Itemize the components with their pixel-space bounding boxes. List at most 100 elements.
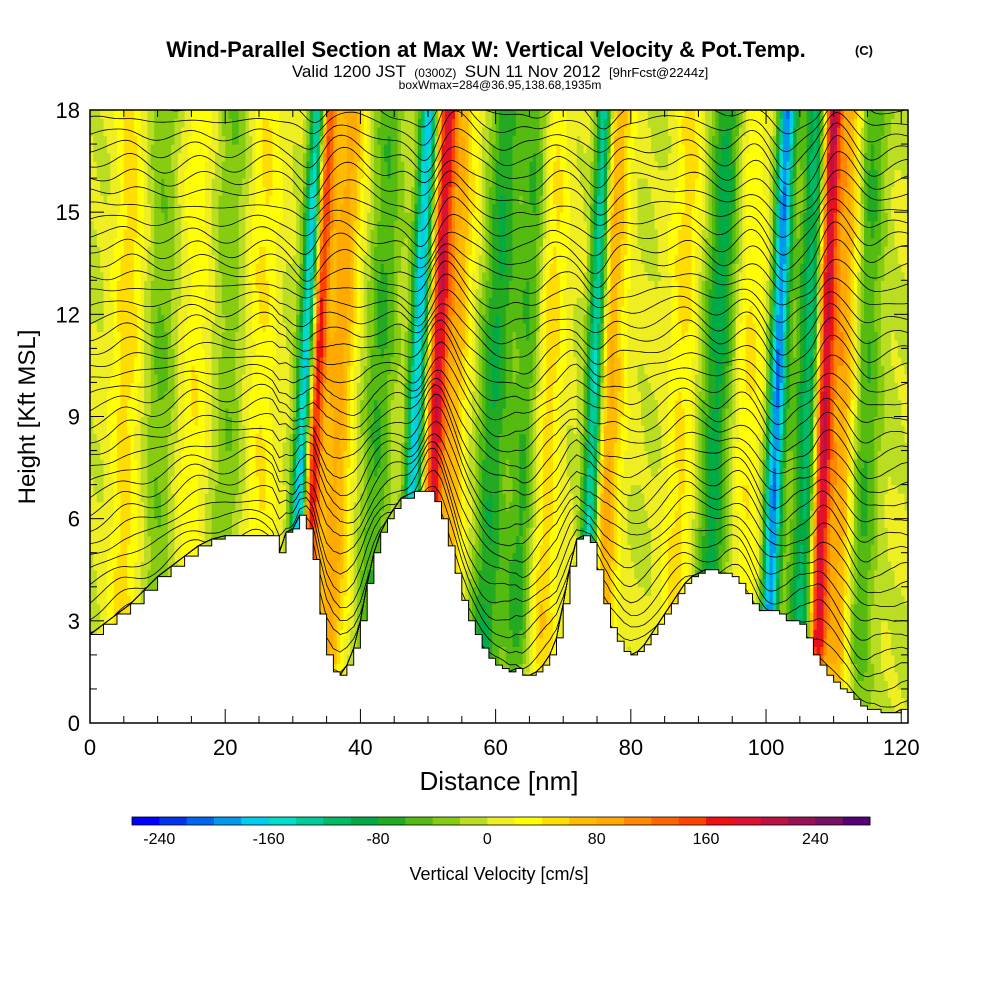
velocity-cell — [177, 178, 182, 188]
velocity-cell — [147, 518, 152, 528]
velocity-cell — [174, 527, 179, 537]
velocity-cell — [117, 237, 122, 247]
velocity-cell — [133, 110, 138, 120]
velocity-cell — [150, 127, 155, 137]
velocity-cell — [117, 544, 122, 554]
velocity-cell — [120, 195, 125, 205]
velocity-cell — [150, 263, 155, 273]
velocity-cell — [144, 220, 149, 230]
velocity-cell — [130, 433, 135, 443]
velocity-cell — [117, 407, 122, 418]
velocity-cell — [110, 476, 115, 486]
velocity-cell — [164, 237, 169, 247]
velocity-cell — [160, 476, 165, 486]
velocity-cell — [140, 118, 145, 128]
velocity-cell — [191, 339, 196, 349]
velocity-cell — [164, 212, 169, 222]
velocity-cell — [164, 399, 169, 409]
velocity-cell — [181, 254, 186, 264]
velocity-cell — [164, 178, 169, 188]
velocity-cell — [164, 254, 169, 264]
velocity-cell — [130, 212, 135, 222]
velocity-cell — [120, 331, 125, 341]
velocity-cell — [184, 510, 189, 520]
velocity-cell — [177, 288, 182, 298]
velocity-cell — [157, 110, 162, 120]
velocity-cell — [117, 586, 122, 596]
velocity-cell — [106, 305, 111, 315]
velocity-cell — [103, 246, 108, 256]
velocity-cell — [184, 288, 189, 298]
velocity-cell — [93, 305, 98, 315]
velocity-cell — [93, 339, 98, 349]
velocity-cell — [164, 459, 169, 469]
velocity-cell — [110, 254, 115, 264]
velocity-cell — [133, 314, 138, 324]
velocity-cell — [144, 186, 149, 196]
velocity-cell — [127, 501, 132, 511]
velocity-cell — [117, 442, 122, 452]
velocity-cell — [133, 450, 138, 460]
velocity-cell — [130, 322, 135, 332]
velocity-cell — [106, 373, 111, 384]
velocity-cell — [160, 169, 165, 179]
velocity-cell — [188, 186, 192, 196]
velocity-cell — [144, 433, 149, 443]
velocity-cell — [181, 518, 186, 528]
velocity-cell — [96, 382, 101, 392]
velocity-cell — [167, 288, 172, 298]
velocity-cell — [90, 339, 94, 349]
velocity-cell — [113, 484, 118, 494]
velocity-cell — [191, 373, 196, 384]
velocity-cell — [96, 578, 101, 588]
velocity-cell — [123, 152, 128, 162]
velocity-cell — [174, 212, 179, 222]
velocity-cell — [147, 535, 152, 545]
velocity-cell — [113, 510, 118, 520]
velocity-cell — [181, 467, 186, 477]
velocity-cell — [177, 527, 182, 537]
velocity-cell — [150, 280, 155, 290]
velocity-cell — [174, 373, 179, 384]
velocity-cell — [174, 169, 179, 179]
velocity-cell — [127, 407, 132, 418]
velocity-cell — [184, 501, 189, 511]
velocity-cell — [130, 152, 135, 162]
velocity-cell — [150, 433, 155, 443]
velocity-cell — [113, 331, 118, 341]
velocity-cell — [181, 484, 186, 494]
velocity-cell — [171, 271, 176, 281]
velocity-cell — [137, 203, 142, 213]
velocity-cell — [130, 467, 135, 477]
velocity-cell — [154, 433, 159, 443]
velocity-cell — [188, 467, 192, 477]
velocity-cell — [100, 510, 105, 520]
velocity-cell — [181, 442, 186, 452]
velocity-cell — [150, 476, 155, 486]
velocity-cell — [154, 382, 159, 392]
velocity-cell — [110, 561, 115, 571]
velocity-cell — [113, 144, 118, 154]
velocity-cell — [93, 322, 98, 332]
velocity-cell — [93, 178, 98, 188]
velocity-cell — [120, 161, 125, 171]
velocity-cell — [93, 382, 98, 392]
velocity-cell — [150, 518, 155, 528]
velocity-cell — [100, 561, 105, 571]
velocity-cell — [103, 314, 108, 324]
velocity-cell — [133, 510, 138, 520]
velocity-cell — [127, 382, 132, 392]
velocity-cell — [140, 425, 145, 435]
velocity-cell — [113, 373, 118, 384]
velocity-cell — [123, 339, 128, 349]
velocity-cell — [130, 118, 135, 128]
velocity-cell — [184, 484, 189, 494]
velocity-cell — [113, 544, 118, 554]
velocity-cell — [137, 467, 142, 477]
velocity-cell — [103, 569, 108, 579]
velocity-cell — [90, 612, 94, 622]
velocity-cell — [184, 544, 189, 554]
velocity-cell — [191, 110, 196, 120]
velocity-cell — [120, 425, 125, 435]
velocity-cell — [96, 339, 101, 349]
